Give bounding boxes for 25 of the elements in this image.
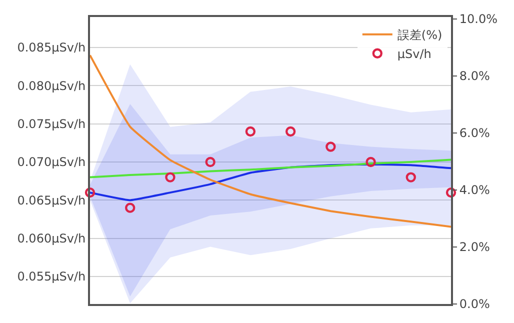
y2-tick-label: 8.0%: [459, 69, 490, 84]
point: [245, 126, 256, 137]
point: [446, 187, 456, 198]
point: [205, 156, 216, 168]
y2-tick-label: 4.0%: [459, 183, 490, 198]
y-tick-label: 0.055μSv/h: [17, 270, 86, 284]
y2-tick-label: 6.0%: [459, 126, 490, 140]
point: [84, 187, 96, 198]
point: [406, 172, 416, 182]
y-tick-label: 0.065μSv/h: [17, 193, 86, 208]
legend-label: μSv/h: [397, 47, 432, 62]
y2-tick-label: 10.0%: [459, 12, 498, 26]
y-tick-label: 0.070μSv/h: [17, 155, 86, 170]
y-tick-label: 0.060μSv/h: [17, 232, 86, 246]
y2-tick-label: 2.0%: [459, 240, 490, 254]
y-tick-label: 0.080μSv/h: [17, 78, 86, 93]
point: [165, 172, 176, 182]
y-tick-label: 0.075μSv/h: [17, 117, 86, 132]
point: [125, 202, 136, 213]
y-tick-label: 0.085μSv/h: [17, 40, 86, 55]
legend-label: 誤差(%): [397, 28, 442, 42]
point: [285, 126, 296, 137]
point: [366, 156, 376, 168]
y2-tick-label: 0.0%: [459, 297, 490, 312]
point: [326, 142, 336, 152]
